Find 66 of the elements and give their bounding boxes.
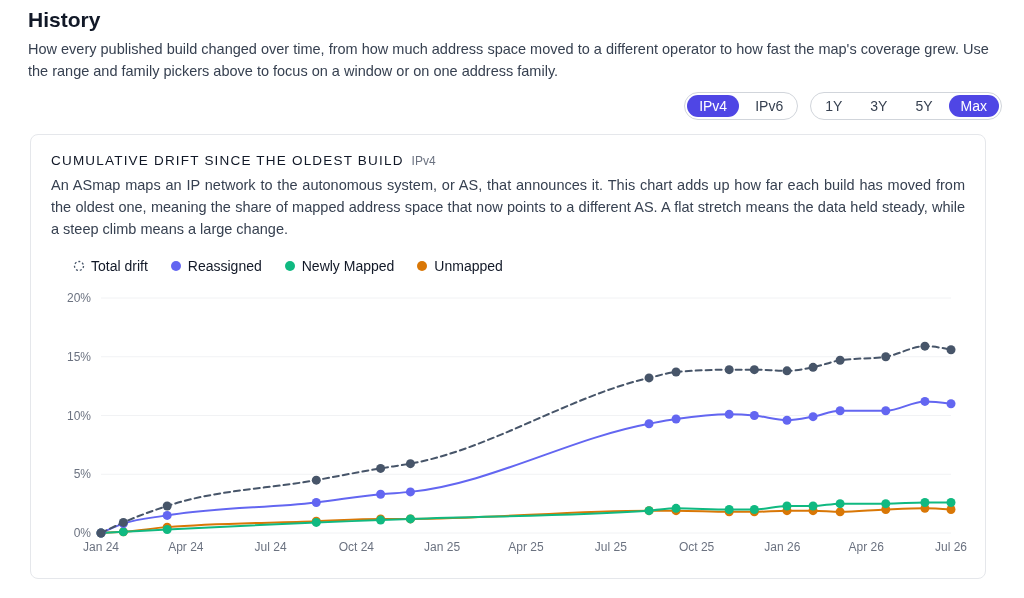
- point: [376, 489, 386, 499]
- point: [808, 501, 818, 511]
- chart-title: CUMULATIVE DRIFT SINCE THE OLDEST BUILD: [51, 153, 404, 168]
- y-tick-label: 15%: [66, 349, 92, 364]
- point: [644, 419, 654, 429]
- point: [881, 406, 891, 416]
- y-tick-label: 0%: [73, 526, 92, 541]
- point: [920, 341, 930, 351]
- x-tick-label: Oct 25: [678, 540, 715, 554]
- point: [724, 365, 734, 375]
- x-tick-label: Jul 25: [594, 540, 628, 554]
- point: [782, 501, 792, 511]
- point: [162, 501, 172, 511]
- text: Max: [948, 95, 999, 117]
- point: [782, 366, 792, 376]
- point: [920, 396, 930, 406]
- text: 3Y: [869, 97, 889, 116]
- point: [920, 497, 930, 507]
- point: [749, 411, 759, 420]
- x-tick-label: Jul 24: [254, 540, 287, 554]
- y-tick-label: 10%: [66, 408, 92, 423]
- point: [881, 499, 891, 509]
- text: How every published build changed over time, from how much address space moved to a different operator to how fast the map's coverage grew. Use the range and family pickers above to focus on a window or on one address family.: [28, 40, 990, 81]
- text: 1Y: [824, 97, 844, 116]
- point: [946, 399, 956, 409]
- x-tick-label: Jan 26: [764, 540, 801, 554]
- point: [671, 414, 681, 424]
- point: [881, 352, 891, 362]
- point: [835, 499, 845, 509]
- x-tick-label: Apr 26: [848, 540, 885, 554]
- legend-label: Newly Mapped: [300, 258, 395, 274]
- point: [644, 373, 654, 383]
- point: [724, 409, 734, 419]
- legend-label: Unmapped: [433, 258, 503, 274]
- point: [162, 510, 172, 520]
- y-tick-label: 5%: [73, 467, 92, 482]
- point: [376, 463, 386, 473]
- point: [782, 415, 792, 425]
- point: [835, 355, 845, 365]
- point: [311, 497, 321, 507]
- text: IPv4: [411, 154, 436, 168]
- text: An ASmap maps an IP network to the autonomous system, or AS, that announces it. This chart adds up how far each build has moved from the oldest one, meaning the share of mapped address space that now points to a different AS. A flat stretch means the data held steady, while a steep climb means a large change.: [51, 176, 965, 239]
- point: [808, 362, 818, 372]
- point: [311, 475, 321, 485]
- text: 5Y: [914, 97, 934, 116]
- point: [671, 367, 681, 377]
- point: [946, 345, 956, 355]
- point: [835, 507, 845, 517]
- point: [835, 406, 845, 416]
- legend-label: Reassigned: [186, 258, 262, 274]
- x-tick-label: Apr 25: [508, 540, 544, 554]
- y-tick-label: 20%: [66, 291, 92, 306]
- x-tick-label: Jul 26: [934, 540, 968, 554]
- x-tick-label: Apr 24: [168, 540, 204, 554]
- text: IPv6: [754, 97, 785, 116]
- text: History: [28, 8, 102, 32]
- legend-label: Total drift: [90, 258, 148, 274]
- x-tick-label: Jan 24: [82, 540, 120, 554]
- point: [405, 487, 415, 497]
- point: [749, 365, 759, 375]
- x-tick-label: Oct 24: [338, 540, 375, 554]
- point: [808, 412, 818, 422]
- point: [946, 497, 956, 507]
- point: [405, 459, 415, 469]
- x-tick-label: Jan 25: [424, 540, 461, 554]
- text: IPv4: [687, 95, 740, 117]
